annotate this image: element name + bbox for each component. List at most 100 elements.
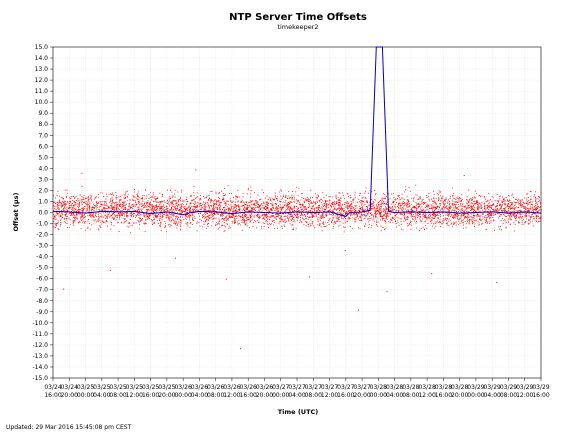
offset-sample-point [104, 207, 105, 209]
offset-sample-point [81, 214, 83, 216]
offset-sample-point [66, 192, 68, 194]
offset-sample-point [177, 191, 179, 193]
offset-sample-point [174, 206, 176, 207]
y-tick-label: 11.0 [35, 88, 49, 95]
offset-sample-point [318, 195, 319, 197]
offset-sample-point [314, 212, 316, 214]
offset-sample-point [72, 217, 74, 218]
offset-sample-point [265, 202, 267, 204]
offset-sample-point [148, 205, 150, 207]
offset-sample-point [452, 193, 454, 195]
offset-sample-point [353, 213, 355, 215]
offset-sample-point [218, 228, 220, 230]
offset-sample-point [297, 210, 299, 212]
offset-sample-point [463, 224, 464, 226]
offset-sample-point [116, 217, 118, 219]
offset-sample-point [67, 210, 68, 211]
offset-sample-point [468, 205, 470, 206]
offset-sample-point [335, 202, 337, 203]
offset-sample-point [171, 203, 173, 205]
offset-sample-point [355, 205, 357, 207]
offset-sample-point [218, 200, 219, 202]
offset-sample-point [73, 222, 74, 223]
offset-sample-point [526, 214, 528, 216]
offset-sample-point [285, 221, 286, 223]
offset-sample-point [332, 209, 334, 211]
offset-sample-point [296, 186, 298, 188]
offset-sample-point [401, 213, 403, 214]
x-tick-time-label: 00:00 [174, 392, 191, 399]
offset-sample-point [139, 212, 141, 214]
offset-sample-point [93, 203, 94, 205]
offset-sample-point [498, 196, 500, 197]
offset-sample-point [523, 223, 525, 225]
offset-sample-point [131, 225, 133, 226]
offset-sample-point [335, 204, 337, 206]
offset-sample-point [250, 202, 252, 204]
offset-sample-point [284, 204, 286, 205]
offset-sample-point [137, 212, 139, 214]
offset-sample-point [465, 206, 466, 208]
offset-sample-point [194, 201, 196, 203]
offset-sample-point [533, 216, 534, 217]
offset-sample-point [378, 212, 380, 214]
offset-sample-point [120, 212, 122, 214]
offset-sample-point [426, 204, 427, 206]
offset-sample-point [232, 211, 233, 213]
offset-sample-point [314, 207, 315, 209]
offset-sample-point [529, 216, 531, 218]
offset-sample-point [110, 215, 112, 217]
offset-sample-point [186, 208, 187, 210]
y-tick-label: -2.0 [36, 232, 48, 239]
offset-sample-point [296, 217, 298, 218]
offset-sample-point [280, 201, 282, 202]
offset-sample-point [203, 221, 205, 222]
offset-sample-point [60, 216, 62, 218]
offset-sample-point [336, 208, 338, 210]
offset-sample-point [179, 206, 181, 208]
offset-sample-point [465, 217, 467, 218]
offset-sample-point [523, 208, 525, 209]
offset-sample-point [377, 207, 378, 209]
offset-sample-point [518, 222, 520, 223]
offset-sample-point [418, 203, 420, 205]
offset-sample-point [344, 216, 346, 218]
offset-sample-point [420, 204, 422, 206]
offset-sample-point [179, 219, 181, 221]
offset-sample-point [121, 222, 123, 224]
offset-sample-point [69, 213, 70, 215]
offset-sample-point [133, 222, 135, 224]
offset-sample-point [283, 224, 285, 226]
offset-sample-point [427, 217, 429, 219]
offset-sample-point [478, 207, 479, 209]
offset-sample-point [481, 206, 482, 208]
offset-sample-point [58, 199, 60, 201]
offset-sample-point [186, 224, 188, 225]
offset-sample-point [266, 208, 267, 209]
offset-sample-point [347, 205, 349, 207]
offset-sample-point [508, 210, 510, 212]
offset-sample-point [496, 205, 498, 207]
offset-sample-point [169, 218, 171, 219]
offset-sample-point [88, 198, 90, 200]
offset-sample-point [234, 219, 236, 220]
offset-sample-point [511, 214, 513, 216]
offset-sample-point [266, 195, 268, 197]
offset-sample-point [433, 215, 435, 217]
offset-sample-point [246, 201, 247, 203]
offset-sample-point [203, 201, 204, 203]
x-tick-date-label: 03/26 [240, 384, 257, 391]
offset-sample-point [69, 207, 71, 209]
offset-sample-point [495, 210, 497, 212]
offset-sample-point [90, 212, 92, 214]
offset-sample-point [387, 202, 389, 203]
offset-sample-point [507, 206, 509, 207]
offset-sample-point [472, 197, 473, 199]
offset-sample-point [468, 222, 470, 224]
offset-sample-point [143, 222, 145, 224]
offset-sample-point [359, 210, 360, 211]
offset-sample-point [406, 204, 408, 206]
offset-sample-point [97, 220, 99, 222]
offset-sample-point [87, 227, 89, 229]
offset-sample-point [462, 205, 463, 207]
